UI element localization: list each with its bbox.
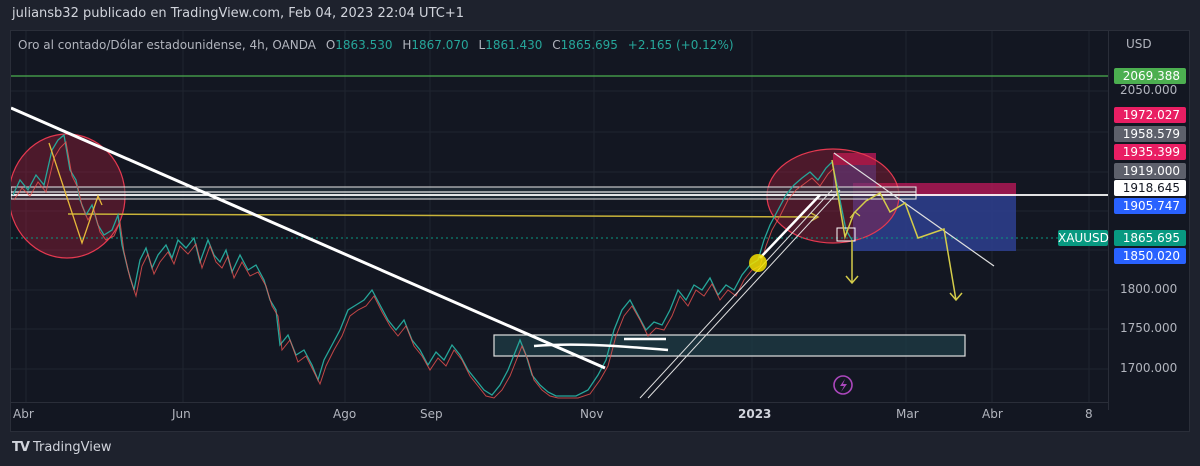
close-value: 1865.695 xyxy=(560,38,618,52)
time-tick: Abr xyxy=(13,407,34,421)
price-tick: 1750.000 xyxy=(1120,321,1178,335)
price-label-current: 1865.695 xyxy=(1114,230,1186,246)
time-tick: Ago xyxy=(333,407,357,421)
price-label-1958: 1958.579 xyxy=(1114,126,1186,142)
price-label-2069: 2069.388 xyxy=(1114,68,1186,84)
entry-box xyxy=(836,227,856,242)
price-label-1850: 1850.020 xyxy=(1114,248,1186,264)
bearish-projection xyxy=(831,159,957,301)
low-value: 1861.430 xyxy=(485,38,543,52)
brand-name: TradingView xyxy=(32,440,112,455)
time-tick: Nov xyxy=(580,407,604,421)
tradingview-logo-icon: TV xyxy=(12,440,30,455)
price-tick: 1800.000 xyxy=(1120,282,1178,296)
high-value: 1867.070 xyxy=(411,38,469,52)
time-tick: Sep xyxy=(420,407,443,421)
yellow-marker xyxy=(749,254,767,272)
price-label-1919: 1919.000 xyxy=(1114,163,1186,179)
price-tick: 2050.000 xyxy=(1120,83,1178,97)
time-tick: Abr xyxy=(982,407,1003,421)
change-value: +2.165 (+0.12%) xyxy=(627,38,734,52)
descending-trendline xyxy=(11,106,606,370)
stop-zone-small xyxy=(833,153,876,165)
time-tick: 2023 xyxy=(738,407,772,421)
price-label-1972: 1972.027 xyxy=(1114,107,1186,123)
channel-line-2 xyxy=(647,189,841,399)
price-axis-separator xyxy=(1108,30,1109,410)
legend: Oro al contado/Dólar estadounidense, 4h,… xyxy=(18,38,734,52)
price-label-1905: 1905.747 xyxy=(1114,198,1186,214)
price-tick: 1700.000 xyxy=(1120,361,1178,375)
yellow-arrow-line xyxy=(67,213,819,218)
price-label-1935: 1935.399 xyxy=(1114,144,1186,160)
publish-info: juliansb32 publicado en TradingView.com,… xyxy=(12,6,464,21)
descending-line-right xyxy=(833,152,995,267)
time-axis-separator xyxy=(10,402,1108,403)
lightning-icon xyxy=(833,375,853,395)
channel-line-1 xyxy=(639,189,833,399)
time-tick: Mar xyxy=(896,407,919,421)
resistance-band xyxy=(11,186,917,200)
open-value: 1863.530 xyxy=(335,38,393,52)
channel-line-top xyxy=(759,194,821,259)
candles xyxy=(12,133,853,399)
grid xyxy=(11,31,1108,402)
price-chart[interactable] xyxy=(11,31,1108,402)
footer-brand[interactable]: TV TradingView xyxy=(12,440,111,455)
currency-label[interactable]: USD xyxy=(1126,37,1152,51)
time-tick: 8 xyxy=(1085,407,1093,421)
time-tick: Jun xyxy=(172,407,191,421)
symbol-label: XAUUSD xyxy=(1058,230,1109,246)
price-label-1918: 1918.645 xyxy=(1114,180,1186,196)
symbol-description: Oro al contado/Dólar estadounidense, 4h,… xyxy=(18,38,316,52)
